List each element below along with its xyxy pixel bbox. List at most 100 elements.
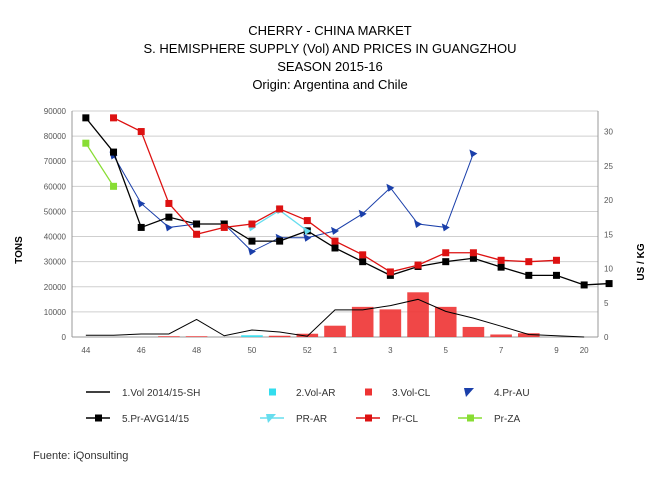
point-5-pr-avg14-15-9: [331, 244, 339, 252]
point-4-pr-au-8: [303, 233, 312, 242]
point-5-pr-avg14-15-14: [469, 254, 477, 262]
point-5-pr-avg14-15-1: [110, 148, 118, 156]
point-5-pr-avg14-15-10: [359, 258, 367, 266]
point-4-pr-au-6: [247, 247, 256, 256]
chart-title-line-1: CHERRY - CHINA MARKET: [248, 23, 412, 38]
point-pr-za-1: [110, 182, 118, 190]
legend-label-5-pr-avg14-15: 5.Pr-AVG14/15: [122, 414, 190, 425]
bar-3-vol-cl-11: [379, 309, 402, 337]
bar-3-vol-cl-7: [268, 335, 291, 337]
y-left-tick-label-6: 60000: [44, 182, 67, 191]
y-right-tick-label-1: 5: [604, 299, 609, 308]
point-5-pr-avg14-15-19: [605, 280, 613, 288]
bar-3-vol-cl-9: [324, 325, 346, 337]
bar-3-vol-cl-16: [517, 333, 540, 337]
point-5-pr-avg14-15-16: [525, 271, 533, 279]
series-line-5-pr-avg14-15-0: [85, 117, 610, 286]
x-tick-label-18: 20: [580, 346, 589, 355]
legend-label-pr-za: Pr-ZA: [494, 414, 520, 425]
y-right-tick-label-6: 30: [604, 128, 613, 137]
chart-title-line-2: S. HEMISPHERE SUPPLY (Vol) AND PRICES IN…: [143, 41, 517, 56]
chart-title-line-4: Origin: Argentina and Chile: [252, 77, 408, 92]
bar-3-vol-cl-10: [351, 306, 374, 337]
bar-3-vol-cl-13: [434, 306, 457, 337]
y-right-tick-label-3: 15: [604, 230, 613, 239]
chart-title-line-3: SEASON 2015-16: [277, 59, 383, 74]
point-pr-cl-9: [331, 237, 339, 245]
x-tick-label-4: 48: [192, 346, 201, 355]
x-tick-label-15: 7: [499, 346, 504, 355]
legend-marker-pr-cl: [365, 414, 372, 422]
point-5-pr-avg14-15-18: [580, 281, 588, 289]
bar-3-vol-cl-3: [158, 336, 180, 337]
legend-label-3-vol-cl: 3.Vol-CL: [392, 388, 431, 399]
bar-3-vol-cl-14: [462, 326, 485, 337]
point-5-pr-avg14-15-15: [497, 263, 505, 271]
y-left-tick-label-3: 30000: [44, 258, 67, 267]
series-line-1-vol-2014-15-sh-0: [85, 298, 585, 338]
point-4-pr-au-2: [137, 199, 146, 208]
point-pr-cl-1: [110, 114, 118, 122]
legend-marker-2-vol-ar: [269, 388, 276, 396]
point-pr-za-0: [82, 139, 90, 147]
x-tick-label-0: 44: [81, 346, 90, 355]
bar-3-vol-cl-15: [490, 334, 512, 337]
point-pr-cl-11: [386, 268, 394, 276]
point-5-pr-avg14-15-13: [442, 258, 450, 266]
bar-2-vol-ar-6: [241, 335, 263, 337]
series-line-pr-za-0: [85, 142, 115, 187]
point-4-pr-au-10: [358, 209, 367, 218]
point-5-pr-avg14-15-6: [248, 237, 256, 245]
legend-label-pr-ar: PR-AR: [296, 414, 327, 425]
y-left-tick-label-5: 50000: [44, 207, 67, 216]
point-5-pr-avg14-15-7: [276, 237, 284, 245]
legend-marker-pr-ar: [266, 414, 276, 423]
y-left-tick-label-4: 40000: [44, 233, 67, 242]
bar-3-vol-cl-8: [296, 333, 319, 337]
point-pr-cl-8: [303, 217, 311, 225]
point-pr-cl-3: [165, 199, 173, 207]
legend-label-1-vol-2014-15-sh: 1.Vol 2014/15-SH: [122, 388, 200, 399]
point-4-pr-au-9: [331, 226, 339, 235]
bar-3-vol-cl-12: [407, 292, 429, 337]
point-pr-cl-10: [359, 251, 367, 259]
x-tick-label-2: 46: [137, 346, 146, 355]
y-right-tick-label-5: 25: [604, 162, 613, 171]
point-5-pr-avg14-15-17: [552, 271, 560, 279]
y-right-tick-label-4: 20: [604, 196, 613, 205]
x-tick-label-11: 3: [388, 346, 393, 355]
source-note: Fuente: iQonsulting: [33, 450, 129, 462]
y-left-tick-label-2: 20000: [44, 283, 67, 292]
x-tick-label-17: 9: [554, 346, 559, 355]
point-pr-cl-12: [414, 261, 422, 269]
y-left-tick-label-8: 80000: [44, 132, 67, 141]
point-5-pr-avg14-15-2: [137, 223, 145, 231]
y-left-tick-label-0: 0: [62, 333, 67, 342]
point-pr-cl-4: [193, 230, 201, 238]
legend-marker-5-pr-avg14-15: [95, 414, 102, 422]
point-4-pr-au-3: [164, 223, 173, 232]
y-right-axis-title: US / KG: [636, 243, 647, 280]
legend-marker-pr-za: [467, 414, 474, 422]
point-5-pr-avg14-15-4: [193, 220, 201, 228]
point-5-pr-avg14-15-3: [165, 213, 173, 221]
y-right-tick-label-0: 0: [604, 333, 609, 342]
legend-marker-4-pr-au: [464, 388, 474, 397]
series-line-pr-ar-6: [251, 209, 308, 232]
x-tick-label-8: 52: [303, 346, 312, 355]
point-pr-cl-5: [220, 223, 228, 231]
point-4-pr-au-12: [414, 220, 423, 228]
point-pr-cl-17: [552, 256, 560, 264]
series-line-4-pr-au-1: [113, 153, 474, 253]
point-pr-cl-16: [525, 258, 533, 266]
y-left-tick-label-1: 10000: [44, 308, 67, 317]
point-5-pr-avg14-15-0: [82, 114, 90, 122]
point-pr-cl-15: [497, 256, 505, 264]
x-tick-label-6: 50: [247, 346, 256, 355]
bar-3-vol-cl-4: [185, 336, 208, 337]
legend-label-2-vol-ar: 2.Vol-AR: [296, 388, 335, 399]
y-left-tick-label-9: 90000: [44, 107, 67, 116]
point-pr-cl-2: [137, 128, 145, 136]
